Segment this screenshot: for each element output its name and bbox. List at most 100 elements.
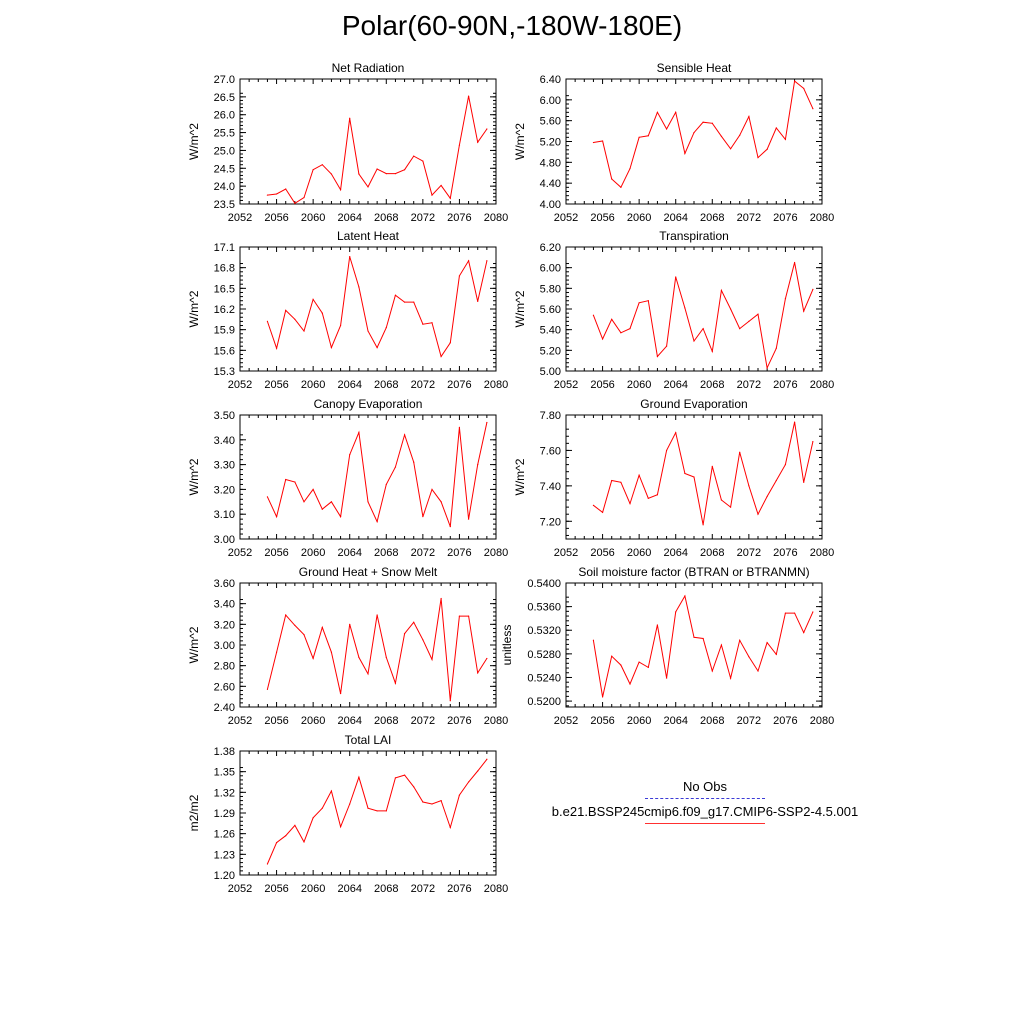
data-point xyxy=(803,87,805,89)
legend-label-model: b.e21.BSSP245cmip6.f09_g17.CMIP6-SSP2-4.… xyxy=(551,804,859,819)
data-point xyxy=(458,275,461,277)
x-tick-label: 2068 xyxy=(374,883,398,895)
y-tick-label: 4.00 xyxy=(540,199,561,211)
chart-panel-5: 2052 2056 2060 2064 2068 2072 2076 2080 3.00 3.10… xyxy=(187,397,508,559)
y-axis-label: W/m^2 xyxy=(513,290,527,327)
data-point xyxy=(330,346,333,349)
y-tick-label: 3.00 xyxy=(214,640,235,652)
x-tick-label: 2076 xyxy=(447,547,471,559)
y-tick-label: 1.38 xyxy=(214,746,235,758)
data-point xyxy=(693,340,695,342)
data-point xyxy=(403,633,406,635)
series-line xyxy=(592,594,814,698)
data-point xyxy=(477,141,479,143)
data-point xyxy=(339,189,342,191)
x-tick-label: 2056 xyxy=(590,379,614,391)
y-tick-label: 0.5200 xyxy=(527,696,561,708)
data-point xyxy=(431,322,433,324)
data-point xyxy=(349,623,351,625)
panel-title: Transpiration xyxy=(659,229,729,243)
data-point xyxy=(486,758,488,760)
data-point xyxy=(656,355,659,358)
x-tick-label: 2076 xyxy=(773,715,797,727)
data-point xyxy=(748,320,750,322)
data-point xyxy=(766,148,768,150)
data-point xyxy=(739,328,741,330)
data-point xyxy=(784,464,787,466)
x-tick-label: 2056 xyxy=(264,883,288,895)
y-tick-label: 5.40 xyxy=(540,325,561,337)
data-point xyxy=(739,134,741,136)
data-point xyxy=(431,658,433,661)
data-point xyxy=(339,826,342,828)
y-tick-label: 6.00 xyxy=(540,263,561,275)
data-point xyxy=(601,338,604,340)
x-tick-label: 2060 xyxy=(301,715,325,727)
data-point xyxy=(303,196,305,199)
data-point xyxy=(394,294,397,296)
chart-panel-8: 2052 2056 2060 2064 2068 2072 2076 2080 0.5200 0.… xyxy=(500,565,834,727)
x-tick-label: 2064 xyxy=(337,883,361,895)
data-point xyxy=(620,664,622,666)
y-tick-label: 1.26 xyxy=(214,829,235,841)
data-point xyxy=(638,136,640,138)
data-point xyxy=(275,193,278,195)
data-point xyxy=(766,367,768,369)
y-tick-label: 26.5 xyxy=(214,92,235,104)
legend: No Obs b.e21.BSSP245cmip6.f09_g17.CMIP6-… xyxy=(520,778,890,828)
data-point xyxy=(793,421,796,423)
data-point xyxy=(486,421,488,424)
x-tick-label: 2068 xyxy=(374,379,398,391)
x-tick-label: 2080 xyxy=(484,379,508,391)
data-point xyxy=(803,632,805,634)
x-tick-label: 2056 xyxy=(264,547,288,559)
data-point xyxy=(611,479,613,482)
data-point xyxy=(367,501,369,503)
data-point xyxy=(720,644,723,646)
y-tick-label: 25.0 xyxy=(214,145,235,157)
data-point xyxy=(294,318,296,320)
data-point xyxy=(413,461,415,463)
y-axis-label: m2/m2 xyxy=(187,794,201,831)
data-point xyxy=(376,614,378,616)
x-tick-label: 2080 xyxy=(810,547,834,559)
data-point xyxy=(376,168,378,170)
data-point xyxy=(467,781,470,783)
data-point xyxy=(413,301,415,303)
data-point xyxy=(449,526,451,528)
data-point xyxy=(665,677,668,679)
data-point xyxy=(784,612,787,614)
data-point xyxy=(748,485,750,487)
data-point xyxy=(431,803,433,805)
x-tick-label: 2064 xyxy=(663,547,687,559)
x-tick-label: 2052 xyxy=(554,212,578,224)
data-point xyxy=(611,318,613,320)
data-point xyxy=(629,502,631,505)
y-axis-label: W/m^2 xyxy=(513,123,527,160)
panel-title: Canopy Evaporation xyxy=(314,397,423,411)
y-tick-label: 5.00 xyxy=(540,366,561,378)
x-tick-label: 2072 xyxy=(737,212,761,224)
y-tick-label: 5.60 xyxy=(540,116,561,128)
legend-item-obs: No Obs xyxy=(520,778,890,799)
plot-frame xyxy=(239,246,497,372)
x-tick-label: 2072 xyxy=(737,379,761,391)
series-line xyxy=(593,421,814,525)
y-tick-label: 5.60 xyxy=(540,304,561,316)
y-tick-label: 0.5360 xyxy=(527,602,561,614)
data-point xyxy=(275,651,278,653)
data-point xyxy=(349,256,351,258)
data-point xyxy=(330,651,333,653)
y-tick-label: 15.9 xyxy=(214,325,235,337)
data-point xyxy=(458,426,461,428)
y-tick-label: 1.35 xyxy=(214,767,235,779)
data-point xyxy=(729,506,732,508)
legend-label-obs: No Obs xyxy=(682,779,728,794)
data-point xyxy=(766,495,768,498)
chart-panel-4: 2052 2056 2060 2064 2068 2072 2076 2080 5.00 5.20… xyxy=(513,229,834,391)
data-point xyxy=(303,841,305,843)
data-point xyxy=(275,347,278,349)
y-tick-label: 24.0 xyxy=(214,181,235,193)
data-point xyxy=(403,434,406,436)
data-point xyxy=(358,173,360,175)
